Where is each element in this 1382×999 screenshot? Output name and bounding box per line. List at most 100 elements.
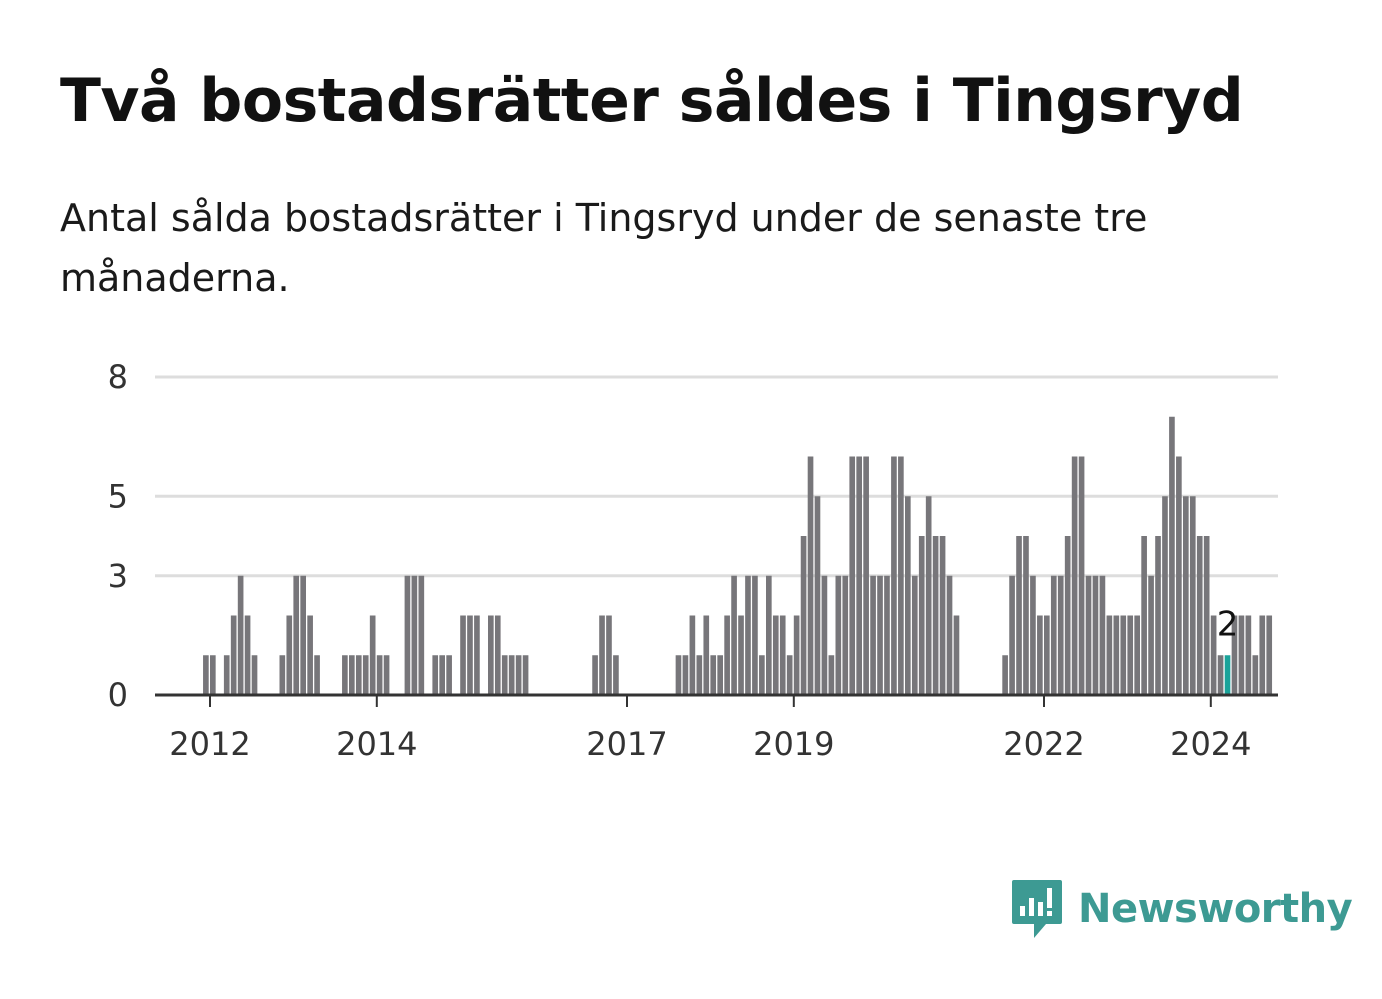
bar [376, 655, 383, 695]
bar [1016, 536, 1022, 695]
bar [772, 615, 779, 695]
bar [828, 655, 835, 695]
bar [1050, 575, 1057, 695]
bar [314, 655, 320, 695]
bar [508, 655, 515, 695]
bar [1127, 615, 1134, 695]
bar [432, 655, 439, 695]
bar [279, 655, 286, 695]
bar [905, 496, 911, 695]
bar [467, 615, 473, 695]
bar [1064, 536, 1071, 695]
bar [439, 655, 445, 695]
x-tick-label: 2017 [586, 725, 667, 763]
bar [738, 615, 744, 695]
bar [745, 575, 751, 695]
bar [1162, 496, 1168, 695]
x-tick-label: 2024 [1170, 725, 1251, 763]
bar [599, 615, 605, 695]
bar [925, 496, 932, 695]
bar [1002, 655, 1008, 695]
bar [210, 655, 216, 695]
bar [1106, 615, 1113, 695]
newsworthy-logo-icon [1012, 880, 1062, 938]
bar [675, 655, 682, 695]
bar [293, 575, 300, 695]
bar [286, 615, 293, 695]
bar [362, 655, 369, 695]
bar [1203, 536, 1210, 695]
bar-chart: 0 3 5 8 2012 2014 2017 2019 2022 2024 2 [108, 358, 1278, 763]
bar [383, 655, 390, 695]
bar [766, 575, 772, 695]
bar [759, 655, 765, 695]
bar [460, 615, 466, 695]
bar [891, 456, 897, 695]
bar [946, 575, 953, 695]
bar [877, 575, 883, 695]
bar [1245, 615, 1252, 695]
bar [1120, 615, 1127, 695]
bar [752, 575, 758, 695]
brand-name: Newsworthy [1078, 886, 1353, 932]
bar [793, 615, 800, 695]
bar [1169, 416, 1175, 695]
annotations: 2 [1217, 604, 1239, 644]
bar [369, 615, 376, 695]
bar [1196, 536, 1203, 695]
highlight-value-label: 2 [1217, 604, 1239, 644]
bars [203, 416, 1273, 695]
bar [1030, 575, 1036, 695]
bar [1176, 456, 1182, 695]
bar [786, 655, 793, 695]
bar [696, 655, 703, 695]
y-tick-label: 3 [108, 557, 128, 595]
bar [1238, 615, 1245, 695]
bar [1113, 615, 1120, 695]
bar [870, 575, 876, 695]
bar [800, 536, 807, 695]
bar [821, 575, 828, 695]
bar [1037, 615, 1043, 695]
chart-subtitle: Antal sålda bostadsrätter i Tingsryd und… [60, 196, 1148, 300]
bar [342, 655, 348, 695]
bar [932, 536, 939, 695]
bar [230, 615, 237, 695]
bar [710, 655, 717, 695]
bar [1092, 575, 1099, 695]
bar [689, 615, 696, 695]
bar [404, 575, 411, 695]
bar [411, 575, 418, 695]
bar [522, 655, 529, 695]
bar [1078, 456, 1085, 695]
x-tick-label: 2012 [169, 725, 250, 763]
bar [418, 575, 425, 695]
bar [237, 575, 244, 695]
x-axis-ticks: 2012 2014 2017 2019 2022 2024 [169, 695, 1252, 763]
bar [703, 615, 710, 695]
bar [898, 456, 904, 695]
x-tick-label: 2014 [336, 725, 417, 763]
bar [953, 615, 960, 695]
bar [613, 655, 619, 695]
bar [849, 456, 856, 695]
y-tick-label: 8 [108, 358, 128, 396]
bar [244, 615, 251, 695]
bar [515, 655, 522, 695]
bar [1217, 655, 1224, 695]
bar [446, 655, 452, 695]
bar [1259, 615, 1266, 695]
bar [307, 615, 313, 695]
x-tick-label: 2022 [1003, 725, 1084, 763]
chart-title: Två bostadsrätter såldes i Tingsryd [60, 66, 1244, 136]
bar [1044, 615, 1050, 695]
bar [911, 575, 918, 695]
bar [501, 655, 508, 695]
brand-logo: Newsworthy [1010, 878, 1353, 940]
bar [807, 456, 814, 695]
bar [918, 536, 925, 695]
bar [203, 655, 209, 695]
grid-lines [155, 375, 1278, 578]
x-tick-label: 2019 [753, 725, 834, 763]
bar [1057, 575, 1064, 695]
